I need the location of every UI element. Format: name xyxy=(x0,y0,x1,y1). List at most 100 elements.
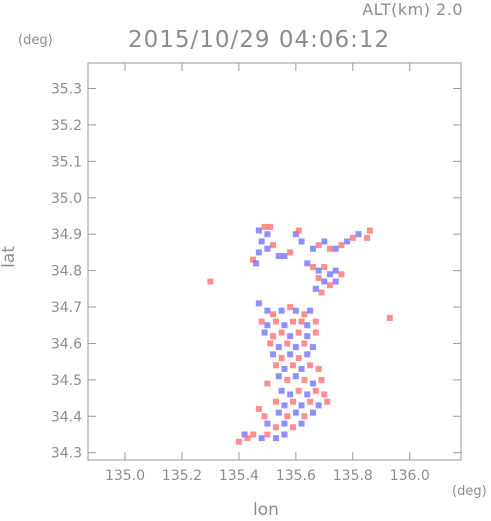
echo-cell-negative xyxy=(264,245,271,252)
y-tick-label: 34.7 xyxy=(51,300,82,316)
echo-cell-negative xyxy=(315,267,322,274)
echo-cell-positive xyxy=(290,398,297,405)
chart-title: 2015/10/29 04:06:12 xyxy=(128,27,391,53)
x-tick-label: 135.2 xyxy=(162,468,202,484)
echo-cell-positive xyxy=(284,340,291,347)
echo-cell-positive xyxy=(250,256,257,263)
echo-cell-positive xyxy=(349,234,356,241)
echo-cell-positive xyxy=(338,271,345,278)
echo-cell-positive xyxy=(338,242,345,249)
echo-cell-negative xyxy=(332,245,339,252)
echo-cell-positive xyxy=(298,318,305,325)
echo-cell-positive xyxy=(315,274,322,281)
echo-cell-negative xyxy=(261,329,268,336)
echo-cell-positive xyxy=(290,424,297,431)
echo-cell-positive xyxy=(270,242,277,249)
echo-cell-negative xyxy=(315,402,322,409)
echo-cell-positive xyxy=(278,329,285,336)
echo-cell-negative xyxy=(304,322,311,329)
echo-cell-positive xyxy=(327,245,334,252)
echo-cell-negative xyxy=(264,322,271,329)
echo-cell-positive xyxy=(315,365,322,372)
echo-cell-positive xyxy=(324,398,331,405)
echo-cell-negative xyxy=(309,344,316,351)
echo-cell-negative xyxy=(281,365,288,372)
echo-cell-negative xyxy=(255,227,262,234)
echo-cell-positive xyxy=(386,314,393,321)
echo-cell-positive xyxy=(270,333,277,340)
echo-cell-positive xyxy=(261,413,268,420)
x-axis-unit: (deg) xyxy=(452,484,487,499)
echo-cell-positive xyxy=(272,318,279,325)
echo-cell-negative xyxy=(255,300,262,307)
echo-cell-positive xyxy=(264,380,271,387)
echo-cell-negative xyxy=(332,267,339,274)
echo-cell-negative xyxy=(309,409,316,416)
echo-cells xyxy=(207,223,393,445)
echo-cell-positive xyxy=(284,413,291,420)
echo-cell-negative xyxy=(264,231,271,238)
echo-cell-positive xyxy=(307,398,314,405)
echo-cell-negative xyxy=(321,278,328,285)
x-tick-label: 135.4 xyxy=(219,468,259,484)
echo-cell-negative xyxy=(258,435,265,442)
echo-cell-negative xyxy=(287,351,294,358)
echo-cell-negative xyxy=(355,231,362,238)
echo-cell-negative xyxy=(298,238,305,245)
echo-cell-positive xyxy=(295,387,302,394)
x-tick-label: 135.8 xyxy=(333,468,373,484)
echo-cell-negative xyxy=(292,231,299,238)
echo-cell-negative xyxy=(292,344,299,351)
echo-cell-positive xyxy=(250,431,257,438)
echo-cell-negative xyxy=(278,307,285,314)
echo-cell-positive xyxy=(207,278,214,285)
echo-cell-negative xyxy=(292,307,299,314)
echo-cell-negative xyxy=(255,249,262,256)
echo-cell-positive xyxy=(312,318,319,325)
echo-cell-positive xyxy=(301,376,308,383)
echo-cell-positive xyxy=(301,340,308,347)
echo-cell-positive xyxy=(327,282,334,289)
echo-cell-positive xyxy=(261,223,268,230)
echo-cell-positive xyxy=(264,431,271,438)
echo-cell-positive xyxy=(258,318,265,325)
altitude-label: ALT(km) 2.0 xyxy=(362,0,463,19)
x-tick-label: 135.0 xyxy=(105,468,145,484)
echo-cell-negative xyxy=(344,238,351,245)
x-axis-label: lon xyxy=(253,500,279,520)
echo-cell-positive xyxy=(321,391,328,398)
echo-cell-positive xyxy=(290,318,297,325)
echo-cell-positive xyxy=(244,435,251,442)
y-tick-label: 34.9 xyxy=(51,227,82,243)
echo-cell-negative xyxy=(272,435,279,442)
echo-cell-negative xyxy=(275,373,282,380)
plot-frame xyxy=(87,62,462,461)
echo-cell-negative xyxy=(281,402,288,409)
y-axis-unit: (deg) xyxy=(18,33,53,48)
echo-cell-positive xyxy=(290,362,297,369)
echo-cell-negative xyxy=(270,351,277,358)
echo-cell-positive xyxy=(301,311,308,318)
echo-cell-positive xyxy=(295,355,302,362)
y-tick-label: 34.8 xyxy=(51,264,82,280)
echo-cell-negative xyxy=(275,253,282,260)
echo-cell-positive xyxy=(235,438,242,445)
echo-cell-negative xyxy=(252,260,259,267)
y-tick-label: 35.0 xyxy=(51,191,82,207)
echo-cell-negative xyxy=(258,238,265,245)
echo-cell-negative xyxy=(304,351,311,358)
echo-cell-negative xyxy=(304,391,311,398)
y-tick-label: 34.3 xyxy=(51,446,82,462)
y-tick-label: 34.5 xyxy=(51,373,82,389)
echo-cell-negative xyxy=(287,333,294,340)
echo-cell-negative xyxy=(278,387,285,394)
echo-cell-positive xyxy=(295,329,302,336)
echo-cell-negative xyxy=(281,420,288,427)
echo-cell-negative xyxy=(264,420,271,427)
echo-cell-positive xyxy=(287,249,294,256)
echo-cell-negative xyxy=(307,307,314,314)
echo-cell-positive xyxy=(287,304,294,311)
echo-cell-negative xyxy=(321,238,328,245)
echo-cell-negative xyxy=(281,253,288,260)
